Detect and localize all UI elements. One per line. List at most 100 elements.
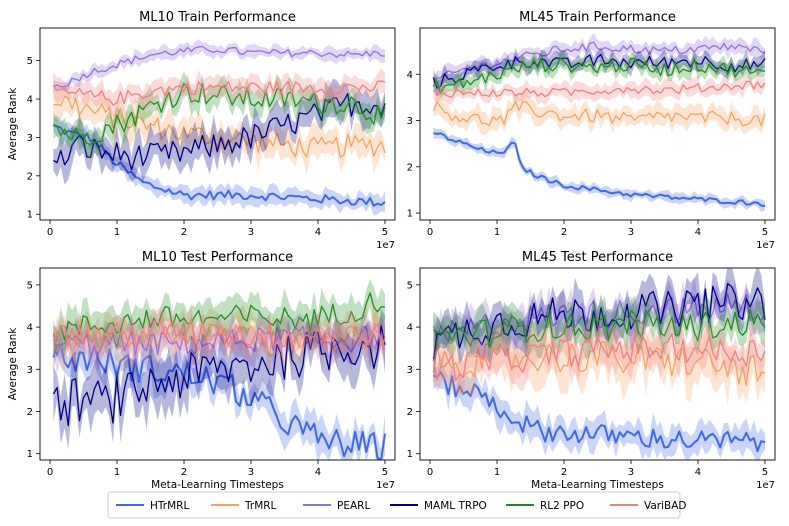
- y-tick-label: 4: [27, 323, 33, 334]
- y-tick-label: 5: [27, 56, 33, 67]
- y-tick-label: 2: [27, 407, 33, 418]
- plot-area: [432, 33, 766, 212]
- x-tick-label: 2: [181, 227, 187, 238]
- band-trmrl: [53, 82, 386, 176]
- legend-entry-htrmrl: HTrMRL: [116, 500, 189, 512]
- x-axis-label: Meta-Learning Timesteps: [151, 479, 284, 491]
- line-htrmrl: [52, 343, 386, 460]
- axes-frame: [39, 267, 396, 461]
- legend-label: MAML TRPO: [424, 500, 487, 512]
- chart-panel-0: 0 1 2 3 4 5 1 2 3 4 5 1e7 ML10 Train Performance Aver…: [7, 10, 396, 251]
- y-tick-label: 3: [27, 133, 33, 144]
- band-maml-trpo: [53, 78, 386, 185]
- y-tick-label: 4: [407, 323, 413, 334]
- axes-frame: [419, 27, 776, 221]
- x-tick-label: 4: [695, 467, 701, 478]
- x-tick-label: 1: [494, 227, 500, 238]
- x-tick-label: 1: [494, 467, 500, 478]
- x-tick-label: 0: [427, 227, 433, 238]
- line-rl2-ppo: [433, 309, 766, 348]
- y-tick-label: 5: [27, 280, 33, 291]
- band-varibad: [53, 305, 386, 364]
- x-tick-label: 3: [248, 467, 254, 478]
- line-rl2-ppo: [53, 82, 386, 145]
- x-tick-label: 4: [315, 227, 321, 238]
- legend-label: RL2 PPO: [540, 500, 584, 512]
- y-tick-label: 4: [27, 95, 33, 106]
- chart-panel-1: 0 1 2 3 4 5 1 2 3 4 1e7 ML45 Train Performance: [407, 10, 776, 251]
- chart-title: ML10 Test Performance: [142, 250, 293, 265]
- chart-panel-2: 0 1 2 3 4 5 1 2 3 4 5 1e7 ML10 Test Performance Meta-…: [7, 250, 396, 491]
- y-tick-label: 2: [27, 171, 33, 182]
- legend-label: HTrMRL: [150, 500, 189, 512]
- x-tick-label: 3: [628, 227, 634, 238]
- legend-label: VariBAD: [644, 500, 687, 512]
- y-tick-label: 3: [407, 365, 413, 376]
- line-varibad: [432, 80, 766, 98]
- line-rl2-ppo: [432, 57, 766, 95]
- band-varibad: [433, 72, 765, 106]
- y-tick-label: 1: [27, 449, 33, 460]
- chart-title: ML10 Train Performance: [139, 10, 296, 25]
- line-htrmrl: [433, 132, 766, 207]
- x-tick-label: 3: [248, 227, 254, 238]
- line-maml-trpo: [52, 325, 386, 427]
- line-pearl: [53, 45, 386, 88]
- x-tick-label: 0: [47, 227, 53, 238]
- band-pearl: [53, 309, 386, 376]
- x-tick-label: 4: [695, 227, 701, 238]
- legend-entry-pearl: PEARL: [303, 500, 370, 512]
- line-rl2-ppo: [53, 292, 386, 342]
- legend-entry-rl2-ppo: RL2 PPO: [506, 500, 584, 512]
- line-varibad: [432, 332, 766, 382]
- plot-area: [52, 278, 386, 460]
- x-tick-label: 0: [47, 467, 53, 478]
- line-varibad: [52, 318, 386, 348]
- band-maml-trpo: [433, 47, 765, 97]
- band-trmrl: [433, 315, 765, 406]
- line-trmrl: [432, 100, 766, 127]
- band-varibad: [433, 311, 765, 395]
- plot-area: [52, 39, 386, 216]
- band-trmrl: [53, 304, 386, 378]
- band-rl2-ppo: [433, 50, 765, 99]
- x-tick-label: 1: [114, 467, 120, 478]
- y-tick-label: 1: [407, 449, 413, 460]
- x-multiplier: 1e7: [756, 480, 775, 491]
- x-tick-label: 3: [628, 467, 634, 478]
- x-axis-label: Meta-Learning Timesteps: [531, 479, 664, 491]
- y-tick-label: 5: [407, 280, 413, 291]
- y-axis-label: Average Rank: [7, 327, 19, 401]
- x-tick-label: 2: [181, 467, 187, 478]
- x-tick-label: 1: [114, 227, 120, 238]
- y-tick-label: 4: [407, 70, 413, 81]
- x-tick-label: 5: [382, 227, 388, 238]
- band-rl2-ppo: [433, 294, 765, 364]
- chart-title: ML45 Test Performance: [522, 250, 673, 265]
- legend-label: PEARL: [337, 500, 370, 512]
- axes-frame: [419, 267, 776, 461]
- line-htrmrl: [432, 371, 766, 453]
- y-tick-label: 2: [407, 407, 413, 418]
- band-rl2-ppo: [53, 71, 386, 160]
- axes-frame: [39, 27, 396, 221]
- y-tick-label: 1: [27, 210, 33, 221]
- y-axis-label: Average Rank: [7, 87, 19, 161]
- band-maml-trpo: [433, 268, 765, 383]
- y-tick-label: 3: [27, 365, 33, 376]
- x-tick-label: 2: [561, 227, 567, 238]
- y-tick-label: 1: [407, 209, 413, 220]
- x-tick-label: 0: [427, 467, 433, 478]
- x-tick-label: 4: [315, 467, 321, 478]
- x-tick-label: 5: [382, 467, 388, 478]
- line-trmrl: [53, 95, 386, 158]
- plot-area: [432, 268, 766, 460]
- band-htrmrl: [53, 115, 386, 216]
- legend-entry-maml-trpo: MAML TRPO: [390, 500, 487, 512]
- y-tick-label: 3: [407, 116, 413, 127]
- legend: HTrMRL TrMRL PEARL MAML TRPO RL2 PPO VariBAD: [107, 491, 687, 519]
- legend-label: TrMRL: [244, 500, 277, 512]
- x-multiplier: 1e7: [376, 480, 395, 491]
- line-pearl: [52, 325, 386, 357]
- x-multiplier: 1e7: [756, 240, 775, 251]
